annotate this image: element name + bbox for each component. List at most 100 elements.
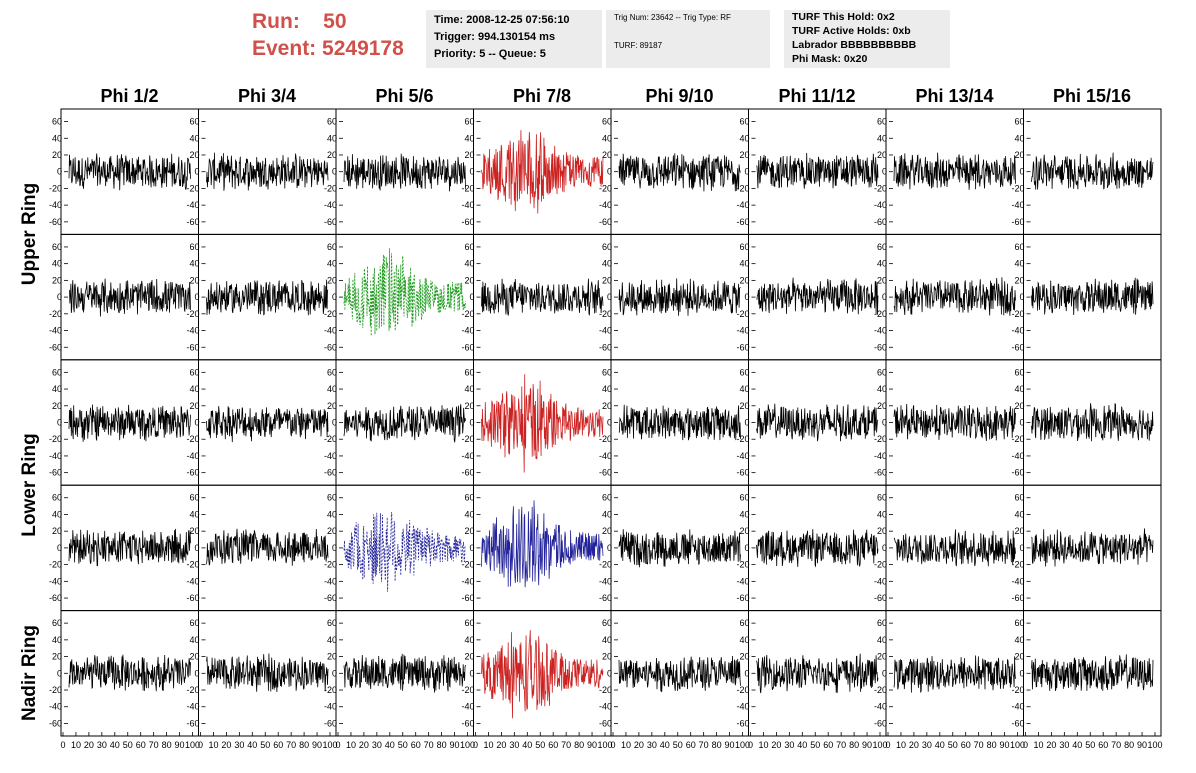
y-tick-label: 40 bbox=[464, 133, 474, 143]
waveform-trace bbox=[1031, 654, 1154, 692]
y-tick-label: 40 bbox=[327, 259, 337, 269]
y-tick-label: 60 bbox=[602, 242, 612, 252]
y-tick-label: -60 bbox=[736, 342, 749, 352]
y-tick-label: 0 bbox=[194, 418, 199, 428]
y-tick-label: -40 bbox=[599, 451, 612, 461]
y-tick-label: 60 bbox=[1014, 242, 1024, 252]
y-tick-label: -60 bbox=[461, 593, 474, 603]
y-tick-label: 40 bbox=[602, 259, 612, 269]
waveform-panel-r1-c4: 60 40 20 0 -20 -40 -60 bbox=[461, 108, 612, 235]
x-tick-label: 100 bbox=[1010, 740, 1025, 750]
waveform-panel-r3-c8: 60 40 20 0 -20 -40 -60 bbox=[1011, 359, 1162, 486]
y-tick-label: 60 bbox=[464, 367, 474, 377]
waveform-panel-r4-c3: 60 40 20 0 -20 -40 -60 bbox=[324, 484, 474, 612]
y-tick-label: -20 bbox=[599, 434, 612, 444]
x-tick-label: 0 bbox=[885, 740, 890, 750]
y-tick-label: 40 bbox=[877, 259, 887, 269]
y-tick-label: 40 bbox=[189, 259, 199, 269]
x-tick-label: 10 bbox=[208, 740, 218, 750]
x-tick-label: 80 bbox=[299, 740, 309, 750]
y-tick-label: -40 bbox=[1011, 200, 1024, 210]
x-tick-label: 90 bbox=[862, 740, 872, 750]
y-tick-label: -20 bbox=[1011, 309, 1024, 319]
waveform-panel-r2-c6: 60 40 20 0 -20 -40 -60 bbox=[736, 233, 887, 361]
y-tick-label: -20 bbox=[1011, 434, 1024, 444]
y-tick-label: 0 bbox=[744, 292, 749, 302]
x-tick-label: 90 bbox=[175, 740, 185, 750]
y-tick-label: 60 bbox=[327, 242, 337, 252]
waveform-panel-r3-c5: 60 40 20 0 -20 -40 -60 bbox=[599, 359, 749, 486]
x-tick-label: 50 bbox=[673, 740, 683, 750]
x-tick-label: 40 bbox=[797, 740, 807, 750]
y-tick-label: -60 bbox=[736, 718, 749, 728]
x-tick-label: 70 bbox=[286, 740, 296, 750]
x-tick-label: 40 bbox=[660, 740, 670, 750]
waveform-trace bbox=[481, 130, 604, 214]
y-tick-label: -20 bbox=[324, 434, 337, 444]
y-tick-label: 20 bbox=[464, 526, 474, 536]
y-tick-label: -60 bbox=[324, 593, 337, 603]
y-tick-label: 20 bbox=[739, 275, 749, 285]
y-tick-label: 60 bbox=[739, 117, 749, 127]
waveform-panel-r4-c8: 60 40 20 0 -20 -40 -60 bbox=[1011, 484, 1162, 612]
waveform-panel-r4-c5: 60 40 20 0 -20 -40 -60 bbox=[599, 484, 749, 612]
waveform-panel-r1-c3: 60 40 20 0 -20 -40 -60 bbox=[324, 108, 474, 235]
y-tick-label: -60 bbox=[461, 718, 474, 728]
x-tick-label: 30 bbox=[509, 740, 519, 750]
y-tick-label: 20 bbox=[189, 401, 199, 411]
y-tick-label: 60 bbox=[739, 493, 749, 503]
y-tick-label: -60 bbox=[599, 468, 612, 478]
y-tick-label: 40 bbox=[877, 509, 887, 519]
x-tick-label: 80 bbox=[574, 740, 584, 750]
y-tick-label: -60 bbox=[736, 217, 749, 227]
priority-text: Priority: 5 -- Queue: 5 bbox=[434, 48, 546, 60]
y-tick-label: 20 bbox=[52, 652, 62, 662]
y-tick-label: 20 bbox=[877, 526, 887, 536]
y-tick-label: 40 bbox=[1014, 635, 1024, 645]
y-tick-label: -40 bbox=[599, 576, 612, 586]
y-tick-label: 40 bbox=[602, 133, 612, 143]
x-tick-label: 20 bbox=[84, 740, 94, 750]
x-tick-label: 100 bbox=[597, 740, 612, 750]
x-tick-label: 90 bbox=[587, 740, 597, 750]
x-tick-label: 50 bbox=[948, 740, 958, 750]
x-tick-label: 10 bbox=[621, 740, 631, 750]
y-tick-label: 40 bbox=[52, 259, 62, 269]
y-tick-label: 0 bbox=[57, 167, 62, 177]
y-tick-label: -40 bbox=[324, 326, 337, 336]
waveform-trace bbox=[618, 278, 741, 316]
y-tick-label: 40 bbox=[327, 384, 337, 394]
x-tick-label: 90 bbox=[450, 740, 460, 750]
y-tick-label: 40 bbox=[464, 259, 474, 269]
x-tick-label: 90 bbox=[725, 740, 735, 750]
x-tick-label: 60 bbox=[686, 740, 696, 750]
y-tick-label: 0 bbox=[194, 292, 199, 302]
y-tick-label: 0 bbox=[744, 418, 749, 428]
waveform-trace bbox=[893, 403, 1016, 441]
x-tick-label: 0 bbox=[198, 740, 203, 750]
y-tick-label: 40 bbox=[327, 635, 337, 645]
y-tick-label: 20 bbox=[189, 275, 199, 285]
y-tick-label: -60 bbox=[324, 342, 337, 352]
y-tick-label: -60 bbox=[1011, 468, 1024, 478]
y-tick-label: -20 bbox=[1011, 685, 1024, 695]
y-tick-label: 60 bbox=[327, 117, 337, 127]
column-header-8: Phi 15/16 bbox=[1052, 86, 1132, 106]
y-tick-label: 60 bbox=[327, 367, 337, 377]
y-tick-label: 0 bbox=[469, 167, 474, 177]
waveform-trace bbox=[343, 153, 466, 192]
x-tick-label: 30 bbox=[97, 740, 107, 750]
x-tick-label: 100 bbox=[185, 740, 200, 750]
y-tick-label: 40 bbox=[877, 635, 887, 645]
waveform-panel-r2-c2: 60 40 20 0 -20 -40 -60 bbox=[186, 233, 337, 361]
labrador-text: Labrador BBBBBBBBBB bbox=[792, 39, 917, 51]
y-tick-label: 40 bbox=[464, 635, 474, 645]
y-tick-label: 20 bbox=[464, 401, 474, 411]
x-tick-label: 80 bbox=[712, 740, 722, 750]
x-tick-label: 100 bbox=[735, 740, 750, 750]
waveform-panel-r3-c4: 60 40 20 0 -20 -40 -60 bbox=[461, 359, 612, 486]
y-tick-label: -40 bbox=[736, 326, 749, 336]
waveform-trace bbox=[618, 655, 741, 693]
phi-mask-text: Phi Mask: 0x20 bbox=[792, 53, 868, 65]
y-tick-label: 40 bbox=[739, 384, 749, 394]
